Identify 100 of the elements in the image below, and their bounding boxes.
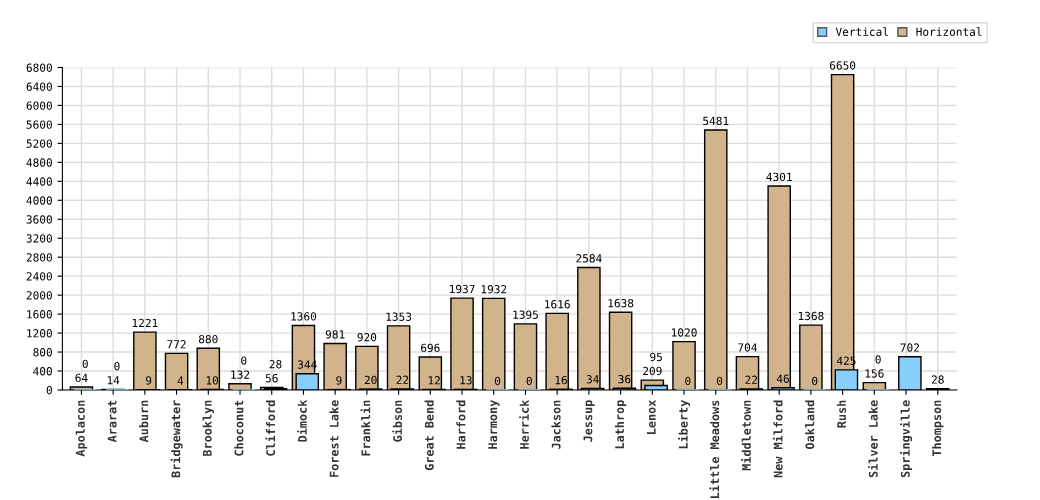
x-tick-label: Middletown [741,400,751,471]
data-label: 16 [555,375,567,385]
data-label: 14 [107,376,120,385]
data-label: 5481 [703,116,729,126]
data-label: 981 [325,330,345,339]
x-tick-label: Brooklyn [202,400,214,456]
data-label: 28 [269,360,282,369]
x-tick-label: Lenox [646,400,656,434]
data-label: 4 [177,376,184,385]
x-tick-label: Great Bend [424,400,434,471]
data-label: 34 [586,375,599,384]
legend-label: Vertical [835,27,888,36]
y-tick-label: 5600 [26,120,52,129]
y-tick-label: 800 [33,348,52,357]
y-tick-label: 4400 [26,177,52,186]
data-label: 1616 [545,300,570,309]
x-tick-label: Dimock [297,399,307,442]
data-label: 2584 [576,254,602,263]
data-label: 22 [745,375,758,384]
y-tick-label: 2800 [26,253,52,262]
x-tick-label: Harford [456,400,466,449]
x-tick-label: Silver Lake [868,400,878,478]
data-label: 0 [716,376,723,386]
x-tick-label: Ararat [107,400,117,443]
y-tick-label: 1600 [27,310,52,319]
data-label: 0 [526,376,532,386]
y-tick-label: 4800 [26,158,52,167]
data-label: 64 [75,373,88,383]
y-tick-label: 6400 [26,82,52,91]
y-tick-label: 0 [46,386,52,395]
x-tick-label: Franklin [360,400,371,456]
x-tick-label: Forest Lake [329,400,339,477]
y-tick-label: 5200 [26,139,52,148]
data-label: 1368 [798,311,824,321]
y-tick-label: 3600 [26,215,52,224]
data-label: 1932 [481,285,507,294]
data-label: 696 [421,343,440,353]
data-label: 0 [82,359,88,369]
x-tick-label: Gibson [392,400,403,442]
data-label: 0 [494,376,501,386]
x-tick-label: Liberty [678,400,691,449]
data-label: 880 [198,334,218,344]
data-label: 702 [900,343,919,352]
y-tick-label: 1200 [27,329,52,338]
x-tick-label: Auburn [139,400,149,443]
data-label: 9 [336,376,342,385]
x-tick-label: Oakland [805,400,815,449]
data-label: 12 [428,376,440,385]
x-tick-label: Rush [836,400,847,428]
data-label: 0 [241,356,247,365]
x-tick-label: New Milford [772,400,783,478]
data-label: 920 [357,333,377,342]
data-label: 0 [114,362,120,371]
x-tick-label: Thompson [932,400,944,457]
x-tick-label: Little Meadows [709,400,720,498]
data-label: 156 [865,369,884,378]
data-label: 0 [685,376,691,386]
data-label: 1395 [513,310,538,319]
data-label: 56 [265,374,278,383]
data-label: 772 [167,340,186,349]
x-tick-label: Springville [900,400,913,478]
data-label: 22 [396,375,409,384]
x-tick-label: Apolacon [75,400,88,457]
data-label: 6650 [829,61,856,70]
data-label: 46 [776,374,789,383]
data-label: 0 [812,376,818,386]
data-label: 1638 [608,298,634,308]
x-tick-label: Clifford [265,400,276,456]
data-label: 1353 [386,312,412,321]
data-label: 20 [364,375,377,385]
data-label: 704 [738,343,757,352]
data-label: 1937 [449,284,475,294]
data-label: 209 [643,366,662,376]
data-label: 1360 [291,312,317,321]
y-tick-label: 6000 [26,101,52,110]
data-label: 132 [231,370,250,379]
y-tick-label: 2400 [26,272,52,281]
data-label: 13 [460,376,472,385]
y-tick-label: 400 [33,367,52,376]
data-label: 36 [618,374,631,384]
legend-label: Horizontal [916,27,982,36]
data-label: 0 [875,355,881,364]
y-tick-label: 2000 [26,291,52,300]
data-label: 1020 [672,328,697,337]
x-tick-label: Jessup [583,400,595,442]
data-label: 10 [206,376,219,385]
y-tick-label: 4000 [26,196,52,205]
data-label: 4301 [766,172,792,182]
x-tick-label: Bridgewater [170,400,183,478]
y-tick-label: 6800 [26,63,52,72]
x-tick-label: Herrick [519,399,529,449]
data-label: 28 [931,375,944,384]
data-label: 95 [650,352,662,362]
x-tick-label: Jackson [551,400,561,449]
x-tick-label: Harmony [488,400,500,449]
data-label: 9 [146,376,152,385]
y-tick-label: 3200 [26,234,52,243]
x-tick-label: Lathrop [614,400,627,449]
data-label: 1221 [132,318,158,327]
x-tick-label: Choconut [234,400,244,456]
